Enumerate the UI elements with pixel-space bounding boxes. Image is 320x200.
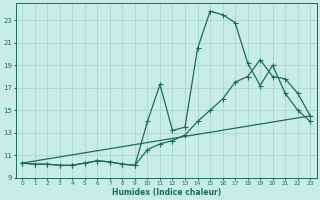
- X-axis label: Humidex (Indice chaleur): Humidex (Indice chaleur): [112, 188, 221, 197]
